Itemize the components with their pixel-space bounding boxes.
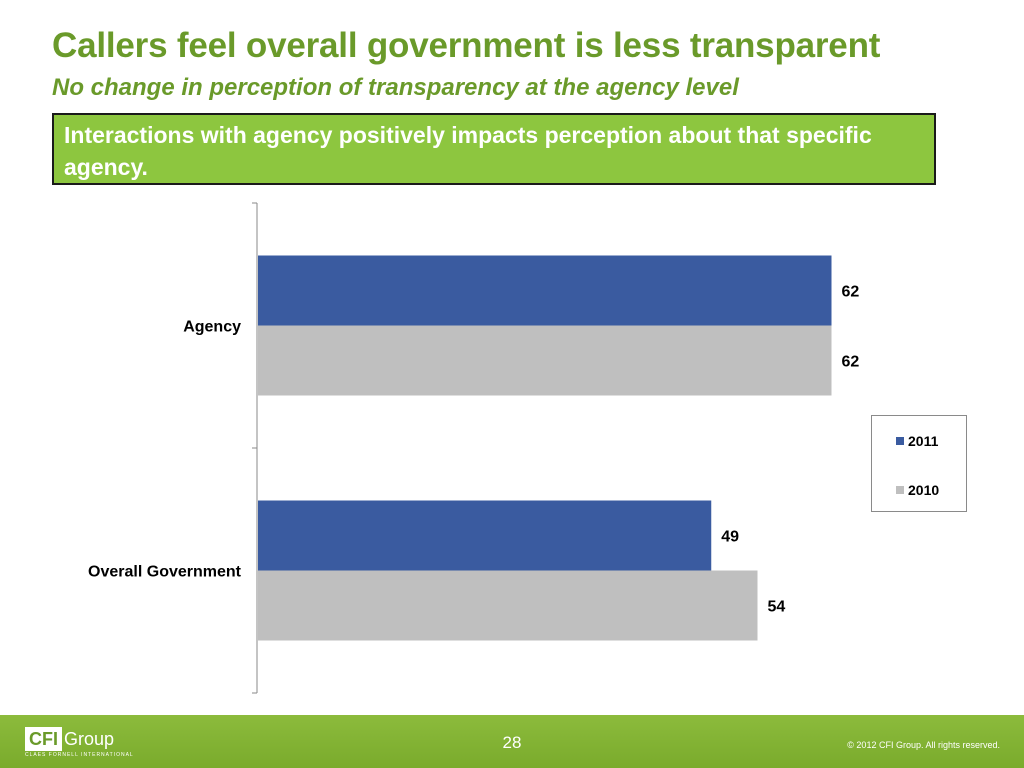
logo-text: Group [64, 729, 115, 749]
copyright-text: © 2012 CFI Group. All rights reserved. [847, 740, 1000, 750]
bar-2011-agency [258, 255, 832, 326]
callout-box: Interactions with agency positively impa… [52, 113, 936, 185]
legend-swatch-2011 [896, 437, 904, 445]
bar-chart: Agency 62 62 Overall Government 49 54 [88, 202, 860, 694]
category-label: Overall Government [88, 564, 242, 581]
legend-item-2011: 2011 [896, 433, 938, 449]
legend-label-2010: 2010 [908, 482, 940, 498]
data-label: 54 [768, 599, 786, 616]
slide-title: Callers feel overall government is less … [52, 26, 881, 65]
category-label: Agency [183, 319, 241, 336]
footer-bar: CFI Group CLAES FORNELL INTERNATIONAL 28… [0, 715, 1024, 768]
data-label: 49 [721, 529, 739, 546]
bar-2010-overall-government [258, 570, 758, 641]
chart-legend: 2011 2010 [871, 415, 967, 512]
legend-swatch-2010 [896, 486, 904, 494]
legend-item-2010: 2010 [896, 482, 939, 498]
bar-2011-overall-government [258, 500, 712, 571]
cfi-logo: CFI Group [25, 727, 114, 751]
data-label: 62 [842, 354, 860, 371]
bar-2010-agency [258, 325, 832, 396]
logo-tagline: CLAES FORNELL INTERNATIONAL [25, 752, 134, 758]
logo-box: CFI [25, 727, 62, 751]
page-number: 28 [502, 733, 522, 752]
legend-label-2011: 2011 [908, 433, 939, 449]
data-label: 62 [842, 284, 860, 301]
slide-subtitle: No change in perception of transparency … [52, 74, 739, 101]
